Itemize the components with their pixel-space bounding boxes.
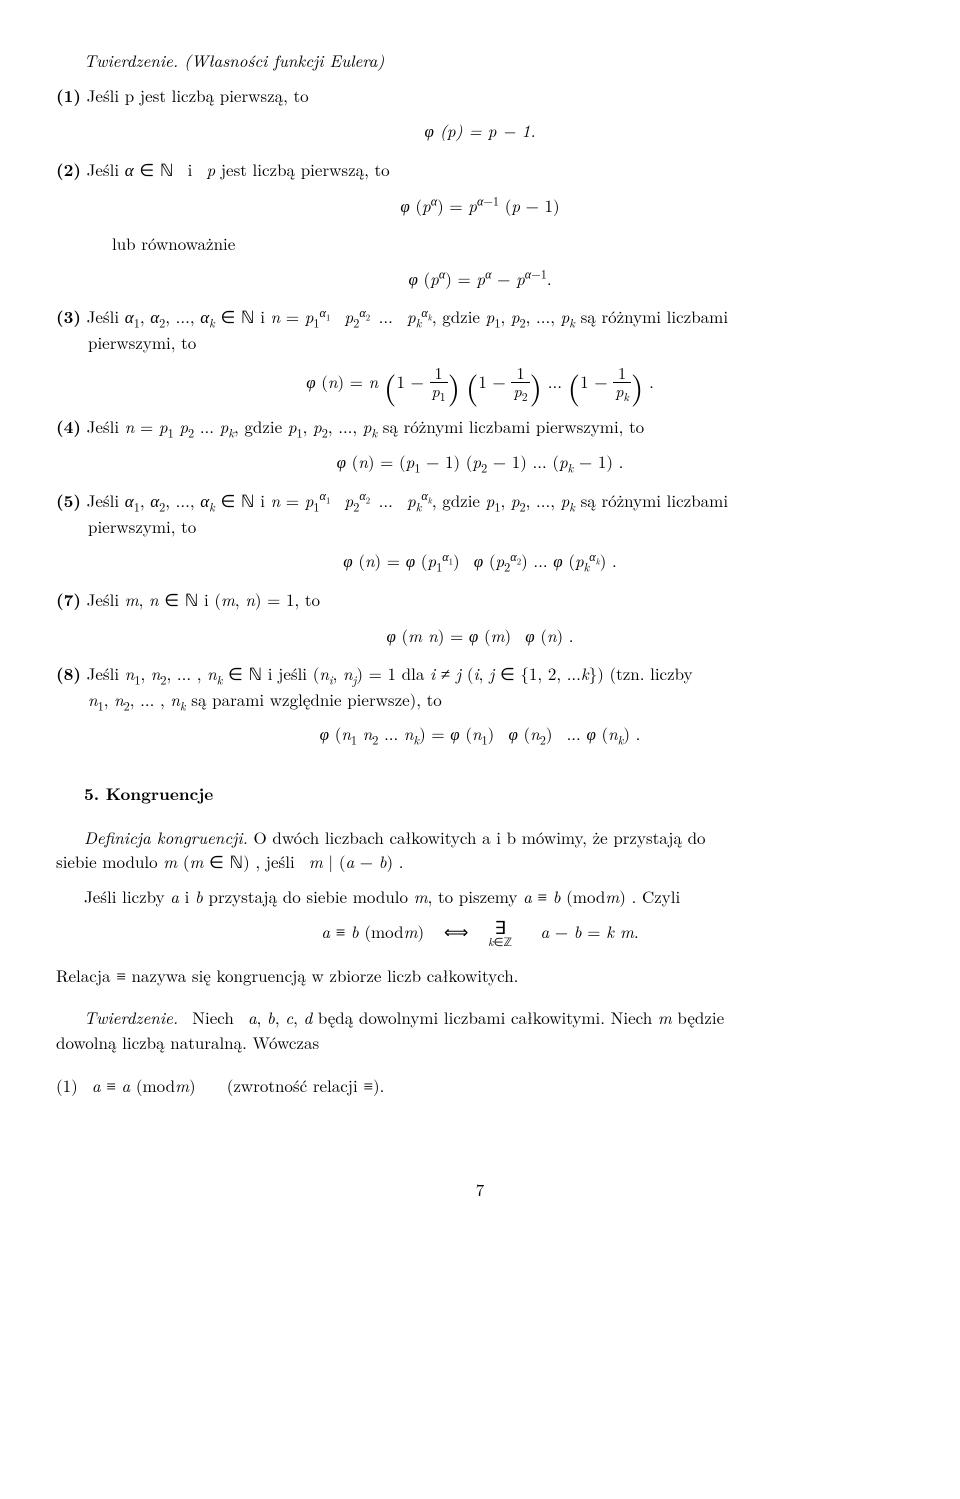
thm-label: Twierdzenie.: [84, 1005, 178, 1029]
section-5-title: 5. Kongruencje: [84, 782, 904, 807]
item-3-post: pierwszymi, to: [88, 330, 196, 354]
item-1-text: Jeśli p jest liczbą pierwszą, to: [87, 83, 309, 107]
item-4: (4) Jeśli n = p1 p2 ... pk, gdzie p1, p2…: [56, 414, 904, 440]
item-2: (2) Jeśli α ∈ ℕ i p jest liczbą pierwszą…: [56, 157, 904, 183]
eq-1: φ (p) = p − 1.: [56, 118, 904, 143]
congruence-def: Definicja kongruencji. O dwóch liczbach …: [56, 825, 904, 874]
eq-2a: φ (pα) = pα−1 (p − 1): [56, 193, 904, 218]
page-number: 7: [56, 1177, 904, 1202]
item-5-num: (5): [56, 489, 81, 513]
item-5: (5) Jeśli α1, α2, ..., αk ∈ ℕ i n = p1α1…: [56, 488, 904, 538]
item-5-post: pierwszymi, to: [88, 514, 196, 538]
item-7: (7) Jeśli m, n ∈ ℕ i (m, n) = 1, to: [56, 587, 904, 613]
relation-line: Relacja ≡ nazywa się kongruencją w zbior…: [56, 963, 904, 988]
eq-2b: φ (pα) = pα − pα−1.: [56, 266, 904, 291]
congruence-line2: Jeśli liczby a i b przystają do siebie m…: [56, 884, 904, 909]
item-1: (1) Jeśli p jest liczbą pierwszą, to: [56, 83, 904, 109]
eq-congruence: a ≡ b (modm) ⟺ ∃ k∈ℤ a − b = k m.: [56, 919, 904, 949]
item-3-num: (3): [56, 305, 81, 329]
item-3: (3) Jeśli α1, α2, ..., αk ∈ ℕ i n = p1α1…: [56, 304, 904, 354]
theorem-header: Twierdzenie. (Własności funkcji Eulera): [56, 48, 904, 73]
eq-7: φ (m n) = φ (m) φ (n) .: [56, 623, 904, 648]
eq-4: φ (n) = (p1 − 1) (p2 − 1) ... (pk − 1) .: [56, 449, 904, 474]
eq-8: φ (n1 n2 ... nk) = φ (n1) φ (n2) ... φ (…: [56, 721, 904, 746]
def-label: Definicja kongruencji.: [84, 825, 248, 849]
item-7-num: (7): [56, 588, 81, 612]
item-1-num: (1): [56, 84, 81, 108]
def-body-1: O dwóch liczbach całkowitych a i b mówim…: [254, 825, 706, 849]
eq-5: φ (n) = φ (p1α1) φ (p2α2) ... φ (pkαk) .: [56, 548, 904, 573]
item-2-num: (2): [56, 158, 81, 182]
eq-3: φ (n) = n (1 − 1p1) (1 − 1p2) ... (1 − 1…: [56, 365, 904, 400]
item-4-num: (4): [56, 415, 81, 439]
item-2-or: lub równoważnie: [112, 231, 904, 256]
item-8: (8) Jeśli n1, n2, ... , nk ∈ ℕ i jeśli (…: [56, 661, 904, 711]
congruence-thm: Twierdzenie. Niech a, b, c, d będą dowol…: [56, 1005, 904, 1054]
item-8-num: (8): [56, 662, 81, 686]
thm-property-1: (1) a ≡ a (modm) (zwrotność relacji ≡).: [56, 1073, 904, 1098]
